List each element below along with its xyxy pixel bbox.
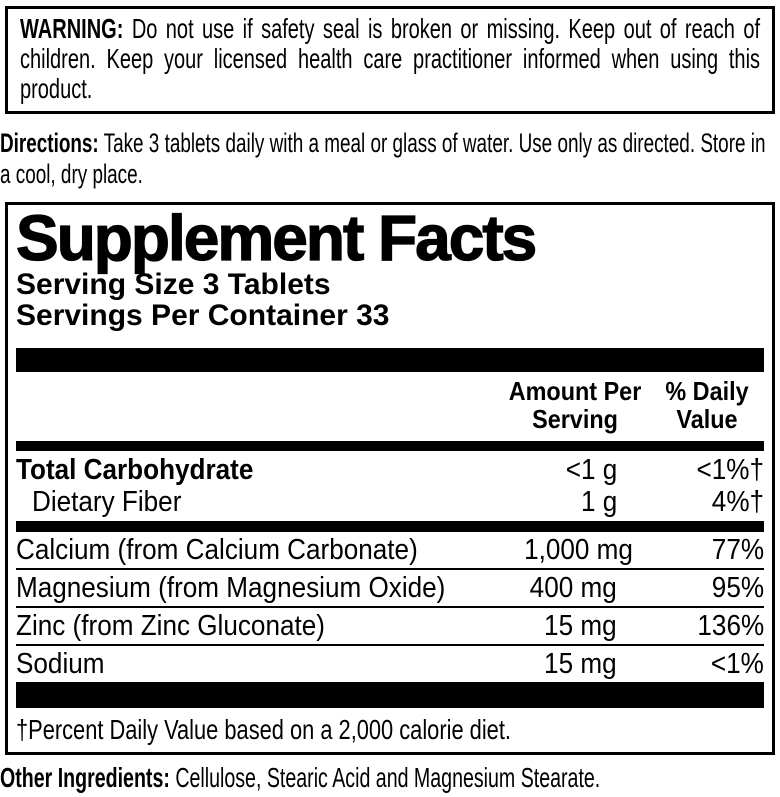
nutrient-amount: 1,000 mg [524, 534, 633, 566]
nutrient-amount: 400 mg [529, 572, 617, 604]
table-row-calcium: Calcium (from Calcium Carbonate) 1,000 m… [16, 532, 764, 568]
nutrient-dv: 4%† [711, 486, 764, 518]
divider-bar-medium-2 [16, 521, 764, 532]
mineral-rows: Calcium (from Calcium Carbonate) 1,000 m… [16, 532, 764, 682]
table-row-total-carbohydrate: Total Carbohydrate <1 g <1%† [16, 451, 764, 486]
nutrient-dv: 136% [697, 610, 764, 642]
daily-value-footnote: †Percent Daily Value based on a 2,000 ca… [16, 714, 511, 745]
nutrient-name: Calcium (from Calcium Carbonate) [16, 534, 418, 566]
other-ingredients: Other Ingredients: Cellulose, Stearic Ac… [0, 763, 780, 793]
warning-box: WARNING: Do not use if safety seal is br… [5, 6, 775, 114]
table-row-dietary-fiber: Dietary Fiber 1 g 4%† [16, 486, 764, 518]
divider-bar-medium-1 [16, 441, 764, 451]
nutrient-amount: 15 mg [544, 610, 617, 642]
servings-per-container: Servings Per Container 33 [16, 299, 390, 332]
warning-label: WARNING: [20, 13, 124, 44]
directions-body: Take 3 tablets daily with a meal or glas… [0, 128, 766, 189]
nutrient-dv: <1%† [696, 454, 764, 486]
nutrient-dv: <1% [711, 648, 764, 680]
nutrient-name: Zinc (from Zinc Gluconate) [16, 610, 325, 642]
other-ingredients-label: Other Ingredients: [0, 762, 170, 793]
supplement-facts-panel: Supplement Facts Serving Size 3 Tablets … [5, 202, 775, 755]
nutrient-amount: 1 g [580, 486, 617, 518]
nutrient-name: Sodium [16, 648, 105, 680]
nutrient-amount: <1 g [565, 454, 617, 486]
nutrient-name: Magnesium (from Magnesium Oxide) [16, 572, 446, 604]
nutrient-name: Dietary Fiber [32, 486, 182, 518]
table-row-sodium: Sodium 15 mg <1% [16, 644, 764, 682]
divider-bar-thick-bottom [16, 682, 764, 708]
column-header-daily-value: % Daily Value [665, 376, 749, 434]
nutrient-dv: 77% [711, 534, 764, 566]
column-headers: Amount Per Serving % Daily Value [16, 372, 764, 433]
other-ingredients-body: Cellulose, Stearic Acid and Magnesium St… [175, 762, 601, 793]
directions-section: Directions: Take 3 tablets daily with a … [0, 128, 780, 190]
nutrient-name: Total Carbohydrate [16, 454, 254, 486]
serving-size: Serving Size 3 Tablets [16, 268, 331, 301]
directions-label: Directions: [0, 128, 99, 158]
panel-title: Supplement Facts [15, 202, 538, 274]
directions-text: Directions: Take 3 tablets daily with a … [0, 128, 780, 190]
divider-bar-thick-top [16, 348, 764, 372]
table-row-zinc: Zinc (from Zinc Gluconate) 15 mg 136% [16, 606, 764, 644]
column-header-amount: Amount Per Serving [508, 376, 642, 434]
warning-text: WARNING: Do not use if safety seal is br… [20, 14, 760, 104]
table-row-magnesium: Magnesium (from Magnesium Oxide) 400 mg … [16, 568, 764, 606]
nutrient-dv: 95% [711, 572, 764, 604]
warning-body: Do not use if safety seal is broken or m… [20, 13, 761, 104]
nutrient-amount: 15 mg [544, 648, 617, 680]
